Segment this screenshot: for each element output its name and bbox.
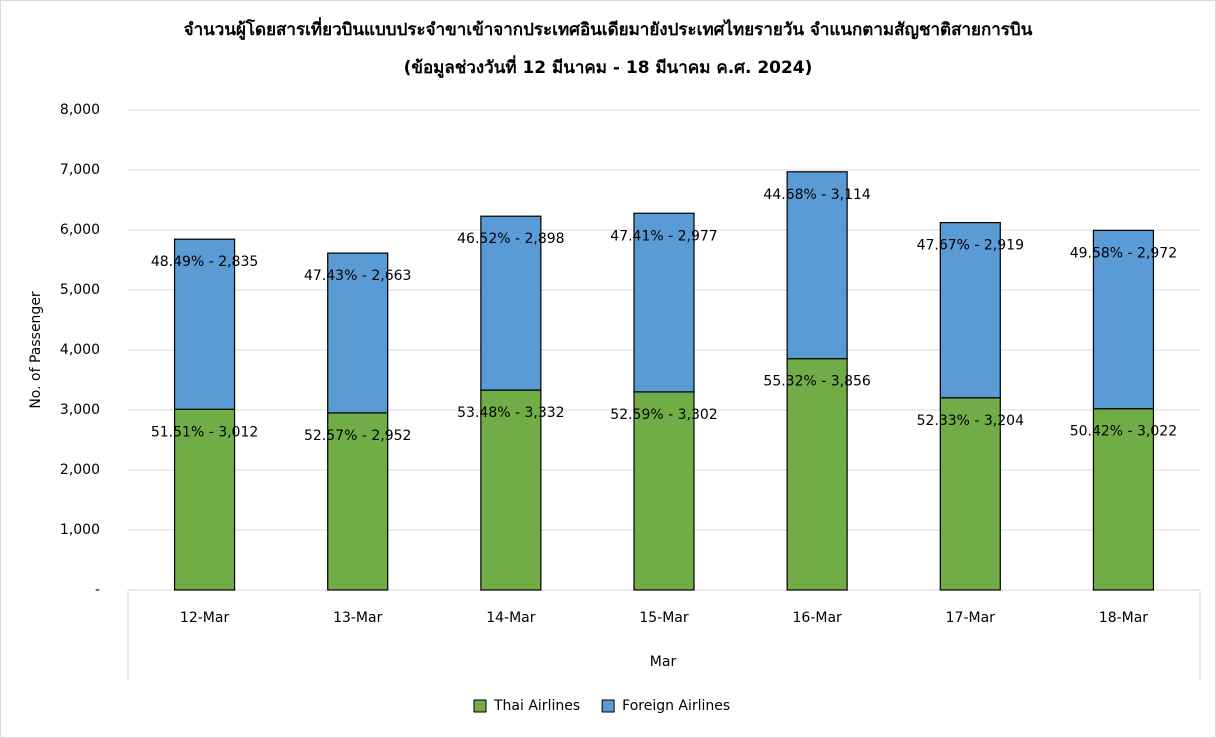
data-label: 47.41% - 2,977 <box>610 228 717 244</box>
legend-label: Thai Airlines <box>493 698 580 714</box>
y-tick-label: 5,000 <box>60 282 100 298</box>
y-tick-label: 6,000 <box>60 222 100 238</box>
data-label: 53.48% - 3,332 <box>457 405 564 421</box>
x-tick-label: 18-Mar <box>1099 610 1149 626</box>
bar-segment <box>173 408 236 591</box>
data-label: 48.49% - 2,835 <box>151 254 258 270</box>
x-tick-label: 15-Mar <box>639 610 689 626</box>
data-label: 52.59% - 3,302 <box>610 407 717 423</box>
bar-segment <box>633 212 695 393</box>
data-label: 47.67% - 2,919 <box>917 238 1024 254</box>
data-label: 49.58% - 2,972 <box>1070 245 1177 261</box>
y-tick-label: 4,000 <box>60 342 100 358</box>
y-tick-label: 3,000 <box>60 402 100 418</box>
legend-label: Foreign Airlines <box>622 698 730 714</box>
bar-segment <box>173 238 236 410</box>
y-tick-label: - <box>95 582 100 598</box>
y-axis-title: No. of Passenger <box>28 291 44 409</box>
data-label: 52.57% - 2,952 <box>304 428 411 444</box>
data-label: 46.52% - 2,898 <box>457 231 564 247</box>
bar-segment <box>480 215 542 391</box>
chart-title: จำนวนผู้โดยสารเที่ยวบินแบบประจำขาเข้าจาก… <box>184 17 1033 41</box>
x-tick-label: 16-Mar <box>793 610 843 626</box>
data-label: 55.32% - 3,856 <box>763 374 871 390</box>
bar-segment <box>633 391 695 591</box>
data-label: 47.43% - 2,663 <box>304 268 411 284</box>
y-tick-label: 8,000 <box>60 102 100 118</box>
data-label: 52.33% - 3,204 <box>917 413 1025 429</box>
data-label: 51.51% - 3,012 <box>151 424 258 440</box>
x-tick-label: 14-Mar <box>486 610 536 626</box>
legend-swatch <box>473 699 487 713</box>
bar-segment <box>786 358 848 591</box>
bar-segment <box>327 252 389 414</box>
x-axis-title: Mar <box>650 654 677 670</box>
bar-segment <box>1092 229 1155 410</box>
legend-swatch <box>601 699 615 713</box>
x-tick-label: 17-Mar <box>946 610 996 626</box>
bar-segment <box>327 412 389 591</box>
bar-segment <box>786 171 848 360</box>
y-tick-label: 1,000 <box>60 522 100 538</box>
chart-subtitle: (ข้อมูลช่วงวันที่ 12 มีนาคม - 18 มีนาคม … <box>404 55 813 79</box>
bar-segment <box>939 222 1001 399</box>
category-box <box>127 590 1201 680</box>
data-label: 50.42% - 3,022 <box>1070 424 1177 440</box>
data-label: 44.68% - 3,114 <box>763 187 871 203</box>
x-tick-label: 13-Mar <box>333 610 383 626</box>
bar-segment <box>480 389 542 591</box>
y-tick-label: 2,000 <box>60 462 100 478</box>
y-tick-label: 7,000 <box>60 162 100 178</box>
x-tick-label: 12-Mar <box>180 610 230 626</box>
